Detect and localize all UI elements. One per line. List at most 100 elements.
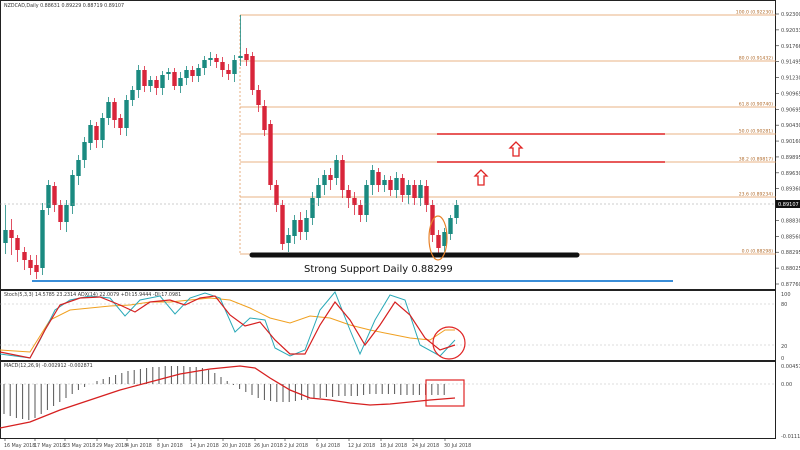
candle-bearish bbox=[118, 118, 123, 128]
fib-level-label: 38.2 (0.89817) bbox=[739, 157, 773, 163]
date-tick-label: 30 Jul 2018 bbox=[444, 443, 471, 449]
support-label: Strong Support Daily 0.88299 bbox=[304, 264, 453, 275]
candle-bearish bbox=[9, 230, 14, 238]
candle-bullish bbox=[88, 125, 93, 143]
candle-bearish bbox=[424, 186, 429, 205]
price-tick-label: 0.90160 bbox=[781, 139, 800, 145]
candle-bullish bbox=[3, 230, 8, 243]
candle-bearish bbox=[400, 178, 405, 195]
candle-bullish bbox=[130, 90, 135, 100]
candle-bullish bbox=[178, 78, 183, 86]
main-chart-frame bbox=[0, 0, 776, 290]
candle-bearish bbox=[412, 185, 417, 198]
candle-bearish bbox=[226, 70, 231, 74]
candle-bullish bbox=[286, 235, 291, 243]
candle-bearish bbox=[328, 175, 333, 180]
candle-bearish bbox=[250, 56, 255, 90]
price-tick-label: 0.89895 bbox=[781, 155, 800, 161]
candle-bullish bbox=[334, 160, 339, 178]
candle-bearish bbox=[190, 70, 195, 76]
candle-bullish bbox=[160, 75, 165, 88]
candle-bearish bbox=[15, 238, 20, 250]
date-tick-label: 20 Jun 2018 bbox=[222, 443, 251, 449]
date-tick-label: 14 Jun 2018 bbox=[190, 443, 219, 449]
up-arrow-icon bbox=[473, 169, 489, 186]
stoch-level-label: 100 bbox=[781, 292, 791, 298]
candle-bearish bbox=[376, 172, 381, 185]
macd-level-label: -0.011198 bbox=[781, 434, 800, 440]
candle-bearish bbox=[94, 126, 99, 140]
candle-bearish bbox=[298, 220, 303, 232]
candle-bearish bbox=[352, 198, 357, 205]
candle-bearish bbox=[358, 205, 363, 215]
candle-bullish bbox=[232, 60, 237, 74]
current-price-tag bbox=[776, 200, 800, 208]
macd-level-label: 0.00 bbox=[781, 382, 792, 388]
stoch-panel-frame bbox=[0, 290, 776, 361]
price-tick-label: 0.92033 bbox=[781, 28, 800, 34]
macd-indicator: 0.004573 0.00 -0.011198 bbox=[0, 364, 800, 440]
candle-bearish bbox=[214, 58, 219, 62]
highlight-box bbox=[425, 379, 465, 407]
date-tick-label: 17 May 2018 bbox=[34, 443, 65, 449]
highlight-circle bbox=[432, 326, 466, 360]
stoch-signal-line bbox=[0, 295, 456, 359]
date-tick-label: 16 May 2018 bbox=[4, 443, 35, 449]
date-tick-label: 23 May 2018 bbox=[64, 443, 95, 449]
stochastic-indicator: 100 80 20 0 bbox=[0, 291, 791, 362]
current-price-label: 0.89107 bbox=[778, 202, 799, 208]
price-tick-label: 0.88560 bbox=[781, 234, 800, 240]
candle-bullish bbox=[46, 185, 51, 208]
candle-bullish bbox=[136, 70, 141, 90]
price-tick-label: 0.89630 bbox=[781, 171, 800, 177]
date-tick-label: 6 Jul 2018 bbox=[316, 443, 340, 449]
price-axis[interactable]: 0.92300 0.92033 0.91766 0.91495 0.91230 0.909… bbox=[776, 12, 800, 288]
candle-bearish bbox=[340, 160, 345, 190]
candle-bullish bbox=[196, 68, 201, 76]
price-tick-label: 0.88295 bbox=[781, 250, 800, 256]
candle-bullish bbox=[238, 56, 243, 58]
candle-bearish bbox=[262, 106, 267, 130]
date-tick-label: 8 Jun 2018 bbox=[157, 443, 183, 449]
up-arrow-icon bbox=[508, 141, 524, 157]
price-tick-label: 0.91766 bbox=[781, 44, 800, 50]
candle-bullish bbox=[304, 218, 309, 232]
candle-bullish bbox=[70, 175, 75, 206]
candle-bullish bbox=[82, 142, 87, 160]
candle-bearish bbox=[274, 185, 279, 205]
candle-bearish bbox=[154, 80, 159, 88]
candle-bearish bbox=[436, 235, 441, 248]
candle-bearish bbox=[58, 205, 63, 222]
candle-bullish bbox=[148, 80, 153, 86]
price-tick-label: 0.91230 bbox=[781, 76, 800, 82]
candle-bullish bbox=[370, 170, 375, 185]
highlight-ellipse bbox=[428, 215, 448, 261]
macd-panel-frame bbox=[0, 361, 776, 439]
candle-bullish bbox=[310, 198, 315, 218]
price-tick-label: 0.87760 bbox=[781, 282, 800, 288]
price-tick-label: 0.88025 bbox=[781, 266, 800, 272]
price-tick-label: 0.89360 bbox=[781, 187, 800, 193]
fib-level-label: 80.0 (0.91432) bbox=[739, 56, 773, 62]
candle-bearish bbox=[172, 72, 177, 86]
candle-bearish bbox=[268, 124, 273, 185]
macd-signal-line bbox=[0, 365, 456, 429]
stoch-level-label: 80 bbox=[781, 302, 787, 308]
date-tick-label: 4 Jun 2018 bbox=[126, 443, 152, 449]
candle-bearish bbox=[22, 252, 27, 260]
macd-level-label: 0.004573 bbox=[781, 364, 800, 370]
fibonacci-levels[interactable]: 100.0 (0.92230) 80.0 (0.91432) 61.8 (0.907… bbox=[239, 10, 776, 255]
candle-bullish bbox=[394, 178, 399, 190]
candle-bearish bbox=[388, 180, 393, 190]
candle-bullish bbox=[40, 210, 45, 268]
candle-bearish bbox=[280, 205, 285, 244]
stoch-level-label: 0 bbox=[781, 356, 784, 362]
candle-bearish bbox=[112, 102, 117, 120]
stoch-indicator-header: Stoch(5,3,3) 14.5785 23.2314 ADX(14) 22.… bbox=[4, 292, 181, 298]
candle-bearish bbox=[34, 265, 39, 272]
price-tick-label: 0.88830 bbox=[781, 218, 800, 224]
fib-level-label: 0.0 (0.88298) bbox=[742, 249, 774, 255]
adx-line bbox=[0, 297, 455, 353]
